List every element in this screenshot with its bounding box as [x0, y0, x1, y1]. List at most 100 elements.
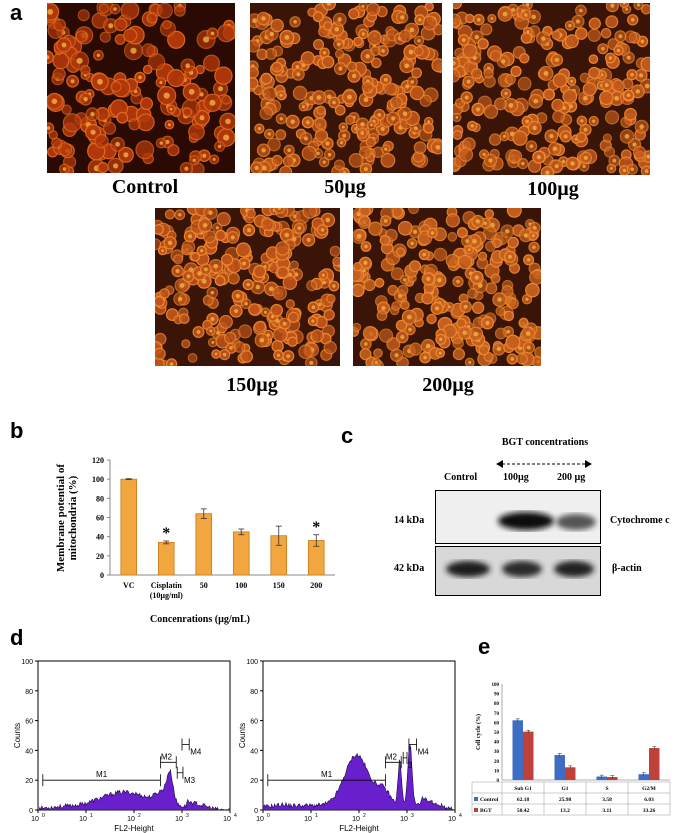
flow-marker: M1	[42, 770, 161, 787]
cell	[529, 269, 541, 285]
cell	[323, 309, 335, 321]
chart-b-xtick: 150	[273, 581, 285, 590]
cell	[413, 141, 427, 155]
bar-control-0	[512, 720, 523, 780]
cell	[534, 346, 541, 359]
cell	[282, 155, 295, 167]
cell	[517, 76, 532, 91]
flow-ytick: 0	[29, 808, 33, 815]
cell	[298, 344, 313, 359]
cell	[353, 283, 365, 297]
cell	[504, 73, 516, 85]
cell	[361, 81, 374, 94]
cell	[599, 90, 614, 106]
cell	[353, 36, 363, 47]
flow-marker-label: M4	[190, 747, 202, 756]
panel-letter-a: a	[10, 0, 23, 25]
cell	[279, 165, 293, 173]
micrograph-100ug	[453, 3, 650, 175]
table-cell: 3.58	[602, 797, 612, 803]
legend-swatch	[474, 797, 478, 801]
cell	[379, 234, 391, 246]
cell	[576, 131, 587, 143]
caption-control: Control	[111, 176, 179, 198]
cell	[408, 208, 420, 215]
cell	[155, 296, 165, 307]
cell	[359, 348, 372, 361]
micrograph-50ug	[250, 3, 442, 173]
flow-ytick: 40	[25, 748, 33, 755]
cell	[116, 111, 129, 124]
cell	[462, 43, 478, 59]
chart-b-ytick: 100	[92, 475, 104, 484]
cell	[235, 242, 251, 258]
cell	[214, 66, 233, 85]
cell	[159, 288, 170, 299]
error-bar	[313, 534, 320, 547]
cell	[508, 149, 523, 164]
cell	[98, 3, 110, 14]
panel-letter-b: b	[10, 418, 24, 443]
cell	[218, 314, 233, 329]
cell	[77, 9, 90, 22]
error-bar	[125, 478, 132, 481]
caption-50ug: 50µg	[324, 176, 366, 198]
flow-xtick-exp: 0	[267, 813, 270, 819]
cell	[148, 53, 166, 71]
cell	[603, 146, 616, 158]
cell	[302, 208, 318, 219]
cell	[287, 336, 298, 347]
flow-histogram-area	[37, 768, 231, 811]
bidirectional-arrow-icon	[496, 460, 592, 468]
flow-xtick-exp: 2	[138, 813, 141, 819]
cell	[102, 121, 117, 135]
cell	[162, 19, 172, 30]
chart-e-category: G1	[561, 786, 568, 792]
cell	[624, 107, 637, 121]
cell	[453, 130, 463, 140]
cell	[273, 208, 285, 214]
cell	[365, 136, 377, 148]
cell	[245, 208, 256, 219]
chart-e-category: G2/M	[642, 786, 657, 792]
cell	[423, 122, 434, 134]
cell	[368, 221, 383, 236]
flow-xtick-exp: 4	[234, 813, 237, 819]
protein-label-cytochrome: Cytochrome c	[610, 515, 670, 526]
cell	[61, 104, 72, 115]
cell	[253, 320, 266, 333]
chart-e-ytick: 60	[494, 721, 500, 726]
cell	[376, 310, 388, 321]
cell	[612, 79, 625, 93]
chart-b-xtick: VC	[123, 581, 135, 590]
cell	[501, 285, 514, 298]
cell-cycle-chart: 0 10 20 30 40 50 60 70 80 90 100 Cell cycle (%) Sub …	[471, 683, 671, 816]
cell	[467, 287, 478, 299]
flow-xtick: 10	[31, 816, 39, 823]
chart-e-ylabel: Cell cycle (%)	[475, 714, 482, 750]
cell	[426, 313, 437, 325]
caption-150ug: 150µg	[226, 374, 278, 396]
cell	[120, 3, 140, 20]
table-cell: 62.18	[517, 797, 530, 803]
cell	[314, 129, 329, 143]
cell	[62, 113, 82, 133]
cell	[272, 285, 287, 301]
cell	[314, 117, 327, 130]
cell	[575, 27, 588, 40]
error-bar	[275, 525, 282, 546]
chart-e-ytick: 100	[492, 683, 500, 688]
cell	[358, 215, 371, 227]
cell	[391, 301, 401, 311]
blot-beta-actin	[435, 546, 601, 596]
flow-marker-label: M3	[184, 776, 196, 785]
caption-100ug: 100µg	[527, 178, 579, 200]
flow-xtick-exp: 2	[363, 813, 366, 819]
chart-e-ytick: 50	[494, 731, 500, 736]
flow-xtick-exp: 1	[90, 813, 93, 819]
cell	[292, 85, 308, 101]
cell	[471, 301, 485, 314]
cell	[619, 3, 630, 9]
chart-e-ytick: 20	[494, 760, 500, 765]
bar-control-1	[554, 755, 565, 780]
